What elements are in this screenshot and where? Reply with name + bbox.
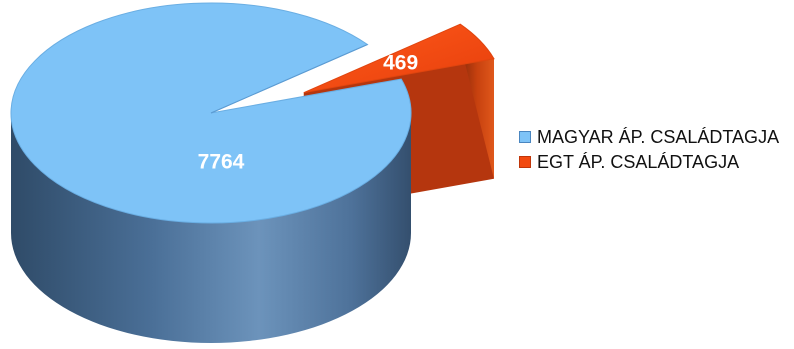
legend-label-egt: EGT ÁP. CSALÁDTAGJA bbox=[537, 152, 740, 172]
slice-egt-top bbox=[303, 23, 495, 94]
slice-magyar-edge bbox=[210, 44, 368, 114]
data-label-magyar: 7764 bbox=[198, 151, 245, 174]
data-label-egt: 469 bbox=[383, 52, 418, 75]
legend-swatch-magyar bbox=[519, 131, 531, 143]
slice-magyar-top bbox=[10, 2, 412, 224]
legend-swatch-egt bbox=[519, 156, 531, 168]
legend-label-magyar: MAGYAR ÁP. CSALÁDTAGJA bbox=[537, 127, 780, 147]
slice-magyar-side bbox=[11, 113, 411, 343]
legend-item-egt: EGT ÁP. CSALÁDTAGJA bbox=[519, 151, 791, 173]
legend: MAGYAR ÁP. CSALÁDTAGJA EGT ÁP. CSALÁDTAG… bbox=[519, 126, 791, 176]
legend-item-magyar: MAGYAR ÁP. CSALÁDTAGJA bbox=[519, 126, 791, 148]
